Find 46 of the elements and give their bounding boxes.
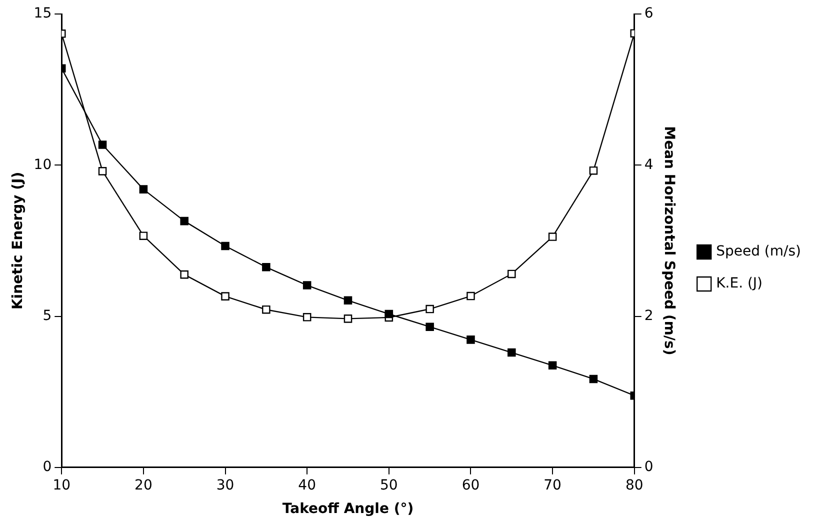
y2-tick-label: 2 xyxy=(644,308,654,324)
y-tick-label: 10 xyxy=(34,156,52,173)
x-tick-label: 30 xyxy=(216,477,234,494)
x-tick-label: 50 xyxy=(380,477,398,494)
point xyxy=(302,281,312,290)
x-tick-label: 80 xyxy=(625,477,644,494)
point xyxy=(466,292,475,300)
legend-label: K.E. (J) xyxy=(716,276,763,292)
x-tick-label: 70 xyxy=(544,477,562,494)
point xyxy=(139,232,148,240)
point xyxy=(384,310,394,318)
point xyxy=(98,140,107,149)
y2-tick-label: 0 xyxy=(644,459,654,476)
y2-tick-label: 4 xyxy=(644,156,654,173)
point xyxy=(98,167,107,176)
legend-label: Speed (m/s) xyxy=(716,244,802,260)
point xyxy=(548,232,557,241)
point xyxy=(180,270,188,279)
y2-axis-title: Mean Horizontal Speed (m/s) xyxy=(661,126,678,356)
point xyxy=(302,313,312,322)
point xyxy=(180,216,188,226)
point xyxy=(426,322,434,331)
point xyxy=(262,305,270,314)
point xyxy=(426,304,434,314)
point xyxy=(344,296,352,305)
x-tick-label: 20 xyxy=(134,477,152,494)
point xyxy=(466,336,475,344)
y2-tick-label: 6 xyxy=(644,6,654,22)
y-tick-label: 15 xyxy=(34,6,52,22)
x-axis-title: Takeoff Angle (°) xyxy=(282,501,414,518)
y-tick-label: 0 xyxy=(42,459,52,476)
point xyxy=(589,374,598,384)
point xyxy=(548,361,557,370)
point xyxy=(508,270,516,278)
point xyxy=(589,166,598,175)
x-tick-label: 10 xyxy=(52,477,71,494)
y-tick-label: 5 xyxy=(42,308,52,324)
y-axis-title: Kinetic Energy (J) xyxy=(10,172,26,310)
point xyxy=(221,242,230,250)
point xyxy=(139,185,148,194)
point xyxy=(508,348,516,357)
x-tick-label: 60 xyxy=(462,477,480,494)
point xyxy=(221,292,230,300)
point xyxy=(262,263,270,272)
point xyxy=(344,314,352,323)
x-tick-label: 40 xyxy=(298,477,316,494)
